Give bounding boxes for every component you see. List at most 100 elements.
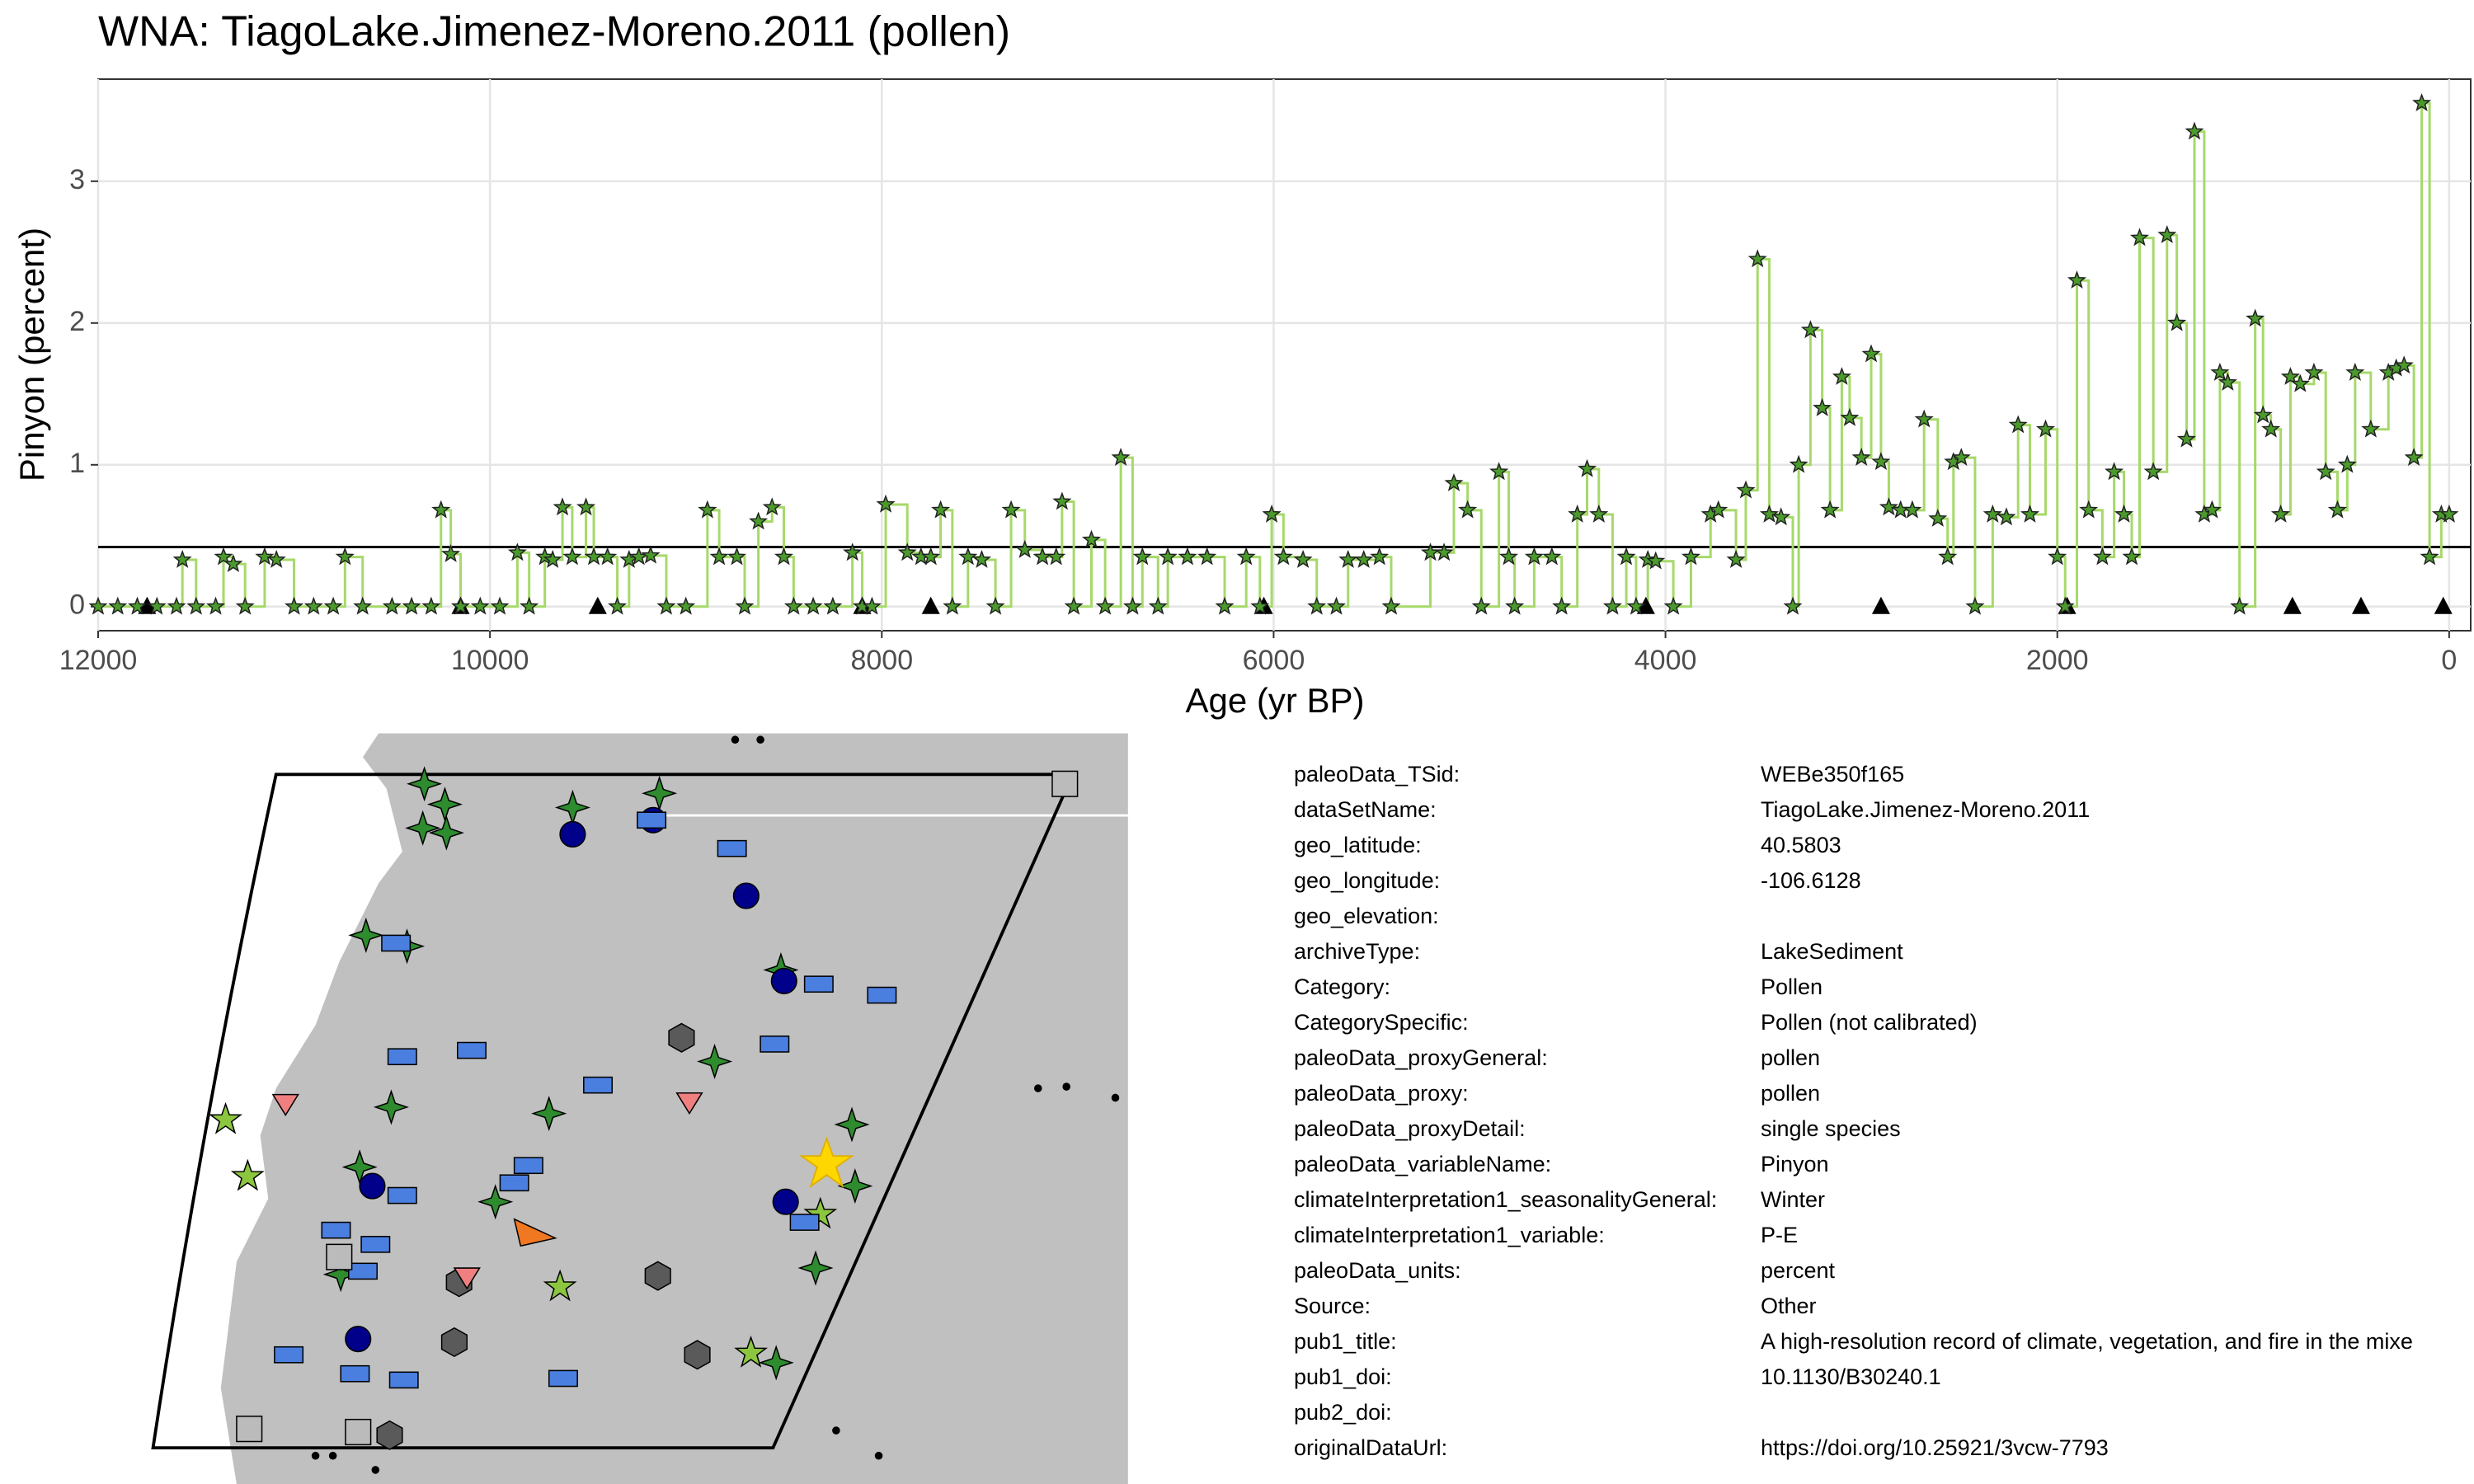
data-point [1307, 596, 1327, 615]
meta-value: LakeSediment [1761, 939, 1903, 964]
data-point [1293, 549, 1313, 568]
data-point [762, 497, 782, 516]
data-point [2048, 547, 2067, 566]
data-point [1771, 507, 1791, 526]
data-point [2412, 93, 2432, 112]
meta-key: CategorySpecific: [1294, 1010, 1469, 1035]
data-point [441, 543, 461, 562]
data-point [2290, 373, 2310, 392]
data-point [774, 547, 794, 566]
data-point [1381, 596, 1401, 615]
data-point [1736, 480, 1756, 499]
data-point [1879, 497, 1898, 516]
data-point [2035, 419, 2056, 438]
data-point [1338, 549, 1358, 568]
data-point [186, 596, 206, 615]
data-point [608, 596, 628, 615]
data-point [382, 596, 402, 615]
meta-value: TiagoLake.Jimenez-Moreno.2011 [1761, 797, 2090, 822]
data-point [2055, 596, 2075, 615]
data-point [1997, 507, 2016, 526]
meta-key: pub1_doi: [1294, 1364, 1392, 1389]
data-point [266, 549, 286, 568]
data-point [1001, 500, 1021, 519]
data-point [167, 596, 186, 615]
data-point [1789, 454, 1808, 473]
data-point [1236, 547, 1256, 566]
data-point [698, 500, 717, 519]
data-point [1250, 596, 1270, 615]
meta-value: A high-resolution record of climate, veg… [1761, 1329, 2413, 1354]
data-point [1197, 547, 1217, 566]
data-point [2337, 454, 2357, 473]
data-point [1914, 409, 1934, 428]
data-point [1577, 458, 1597, 477]
data-point [2246, 308, 2265, 327]
data-point [2394, 355, 2414, 374]
data-point [709, 547, 729, 566]
data-point [562, 547, 582, 566]
data-point [1783, 596, 1803, 615]
data-point [1871, 452, 1891, 471]
meta-value: Winter [1761, 1187, 1825, 1212]
marks [88, 93, 2471, 615]
data-point [1095, 596, 1115, 615]
data-point [1444, 472, 1464, 491]
data-point [1505, 596, 1525, 615]
chron-control [138, 596, 157, 614]
data-point [735, 596, 755, 615]
data-point [2157, 225, 2177, 244]
data-point [958, 547, 978, 566]
data-point [470, 596, 490, 615]
data-point [1759, 504, 1780, 523]
data-point [1861, 344, 1881, 363]
meta-value: Other [1761, 1294, 1817, 1318]
data-point [749, 511, 769, 530]
data-point [1132, 547, 1152, 566]
data-point [843, 542, 863, 561]
meta-key: pub1_title: [1294, 1329, 1397, 1354]
data-point [2202, 500, 2222, 519]
data-point [1552, 596, 1572, 615]
x-tick-label: 6000 [1243, 645, 1305, 676]
data-point [1813, 397, 1832, 416]
data-point [1800, 320, 1820, 339]
meta-value: P-E [1761, 1223, 1798, 1247]
data-point [2129, 228, 2150, 247]
data-point [1965, 596, 1985, 615]
x-tick-label: 2000 [2026, 645, 2089, 676]
meta-key: pub2_doi: [1294, 1400, 1392, 1425]
data-point [2218, 372, 2237, 391]
data-point [1262, 504, 1282, 523]
data-point [1903, 500, 1922, 519]
data-point [897, 542, 917, 561]
x-tick-label: 0 [2441, 645, 2457, 676]
data-point [520, 596, 539, 615]
data-point [108, 596, 128, 615]
meta-value: 10.1130/B30240.1 [1761, 1364, 1941, 1389]
data-point [1489, 462, 1509, 481]
data-point [2420, 547, 2439, 566]
data-point [598, 547, 618, 566]
data-point [862, 596, 882, 615]
data-point [2143, 462, 2163, 481]
data-point [1747, 249, 1767, 268]
data-point [450, 596, 471, 615]
x-tick-label: 12000 [59, 645, 138, 676]
data-point [2176, 429, 2197, 448]
data-point [2167, 312, 2187, 331]
data-point [1158, 547, 1178, 566]
meta-value: -106.6128 [1761, 868, 1861, 893]
data-point [1851, 448, 1871, 467]
data-point [172, 549, 192, 568]
data-point [876, 494, 896, 513]
data-point [921, 547, 941, 566]
data-point [127, 596, 148, 615]
meta-key: originalDataUrl: [1294, 1435, 1447, 1460]
data-point [1982, 504, 2002, 523]
data-point [1471, 596, 1491, 615]
data-point [1542, 547, 1562, 566]
data-point [2316, 462, 2335, 481]
data-point [2327, 500, 2348, 519]
data-point [2105, 462, 2124, 481]
